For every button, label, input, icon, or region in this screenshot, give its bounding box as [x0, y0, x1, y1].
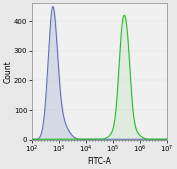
- X-axis label: FITC-A: FITC-A: [87, 156, 111, 165]
- Y-axis label: Count: Count: [4, 60, 12, 83]
